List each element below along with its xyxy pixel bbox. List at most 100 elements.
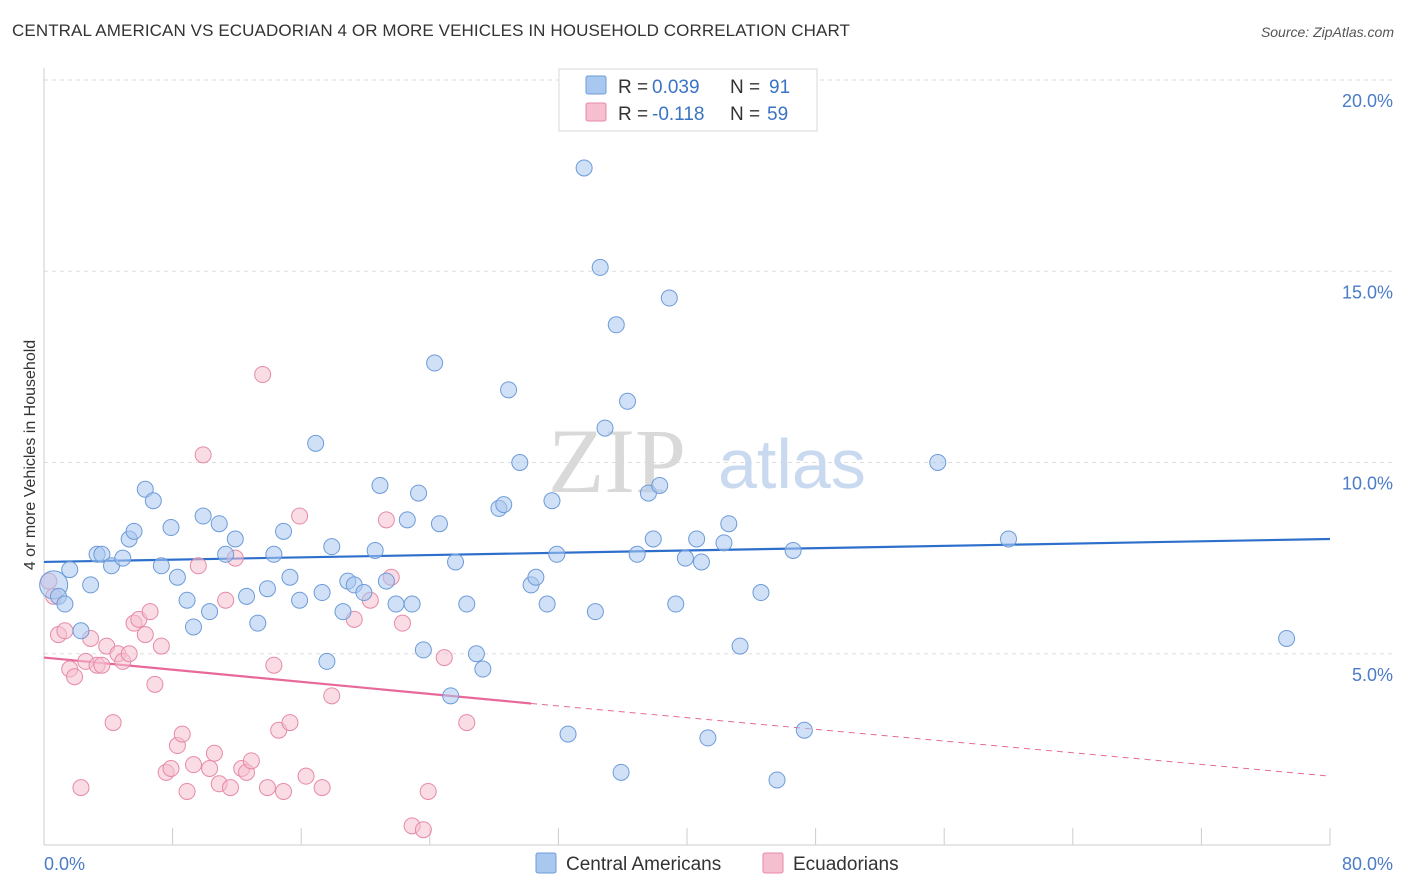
series-swatch-ecuadorians (762, 852, 784, 874)
series-label-central-americans: Central Americans (566, 854, 721, 875)
trend-line-ecuadorians-extrapolated (531, 702, 1331, 777)
legend-n-value-1: 91 (769, 77, 790, 98)
data-point-central-americans (667, 595, 685, 613)
data-point-central-americans (210, 515, 228, 533)
data-point-central-americans (651, 476, 669, 494)
data-point-central-americans (752, 584, 770, 602)
data-point-central-americans (607, 316, 625, 334)
data-point-central-americans (731, 637, 749, 655)
data-point-central-americans (692, 553, 710, 571)
data-point-central-americans (387, 595, 405, 613)
data-point-ecuadorians (221, 779, 239, 797)
data-point-central-americans (125, 522, 143, 540)
gridlines (44, 79, 1393, 655)
data-point-central-americans (447, 553, 465, 571)
data-point-central-americans (795, 721, 813, 739)
data-point-central-americans (152, 557, 170, 575)
data-point-ecuadorians (377, 511, 395, 529)
data-point-central-americans (591, 258, 609, 276)
y-tick-label: 5.0% (1352, 665, 1393, 685)
data-point-central-americans (929, 454, 947, 471)
trend-lines (43, 537, 1331, 777)
watermark-atlas: atlas (718, 425, 866, 503)
data-point-central-americans (238, 587, 256, 605)
data-point-central-americans (168, 568, 186, 586)
data-point-central-americans (56, 595, 74, 613)
data-point-central-americans (628, 545, 646, 563)
data-point-ecuadorians (189, 557, 207, 575)
data-point-central-americans (619, 392, 637, 410)
data-point-ecuadorians (66, 668, 84, 686)
data-point-central-americans (688, 530, 706, 548)
data-point-ecuadorians (136, 626, 154, 644)
data-point-central-americans (162, 519, 180, 537)
x-tick-label-max: 80.0% (1342, 854, 1393, 874)
data-point-ecuadorians (258, 779, 276, 797)
data-point-central-americans (1278, 629, 1296, 647)
data-point-central-americans (258, 580, 276, 598)
source-credit: Source: ZipAtlas.com (1260, 24, 1394, 40)
data-point-central-americans (720, 515, 738, 533)
data-point-central-americans (495, 496, 513, 514)
data-point-central-americans (699, 729, 717, 747)
data-point-ecuadorians (201, 760, 219, 777)
data-point-central-americans (511, 454, 529, 471)
data-point-central-americans (226, 530, 244, 548)
data-point-central-americans (768, 771, 786, 789)
data-point-central-americans (426, 354, 444, 372)
data-point-central-americans (377, 572, 395, 590)
data-point-ecuadorians (254, 366, 272, 384)
data-point-ecuadorians (275, 782, 293, 800)
data-point-central-americans (458, 595, 476, 613)
y-tick-label: 15.0% (1342, 282, 1393, 302)
data-point-central-americans (194, 507, 212, 525)
data-point-central-americans (442, 687, 460, 705)
data-point-central-americans (676, 549, 694, 567)
y-tick-label: 20.0% (1342, 91, 1393, 111)
data-point-ecuadorians (141, 603, 159, 621)
data-point-central-americans (474, 660, 492, 678)
data-point-central-americans (307, 434, 325, 452)
data-point-ecuadorians (120, 645, 138, 663)
data-point-central-americans (114, 549, 132, 567)
data-point-central-americans (538, 595, 556, 613)
data-point-ecuadorians (265, 656, 283, 674)
watermark-zip: ZIP (548, 410, 686, 512)
data-point-central-americans (548, 545, 566, 563)
y-tick-labels: 5.0% 10.0% 15.0% 20.0% (1342, 91, 1393, 685)
data-point-central-americans (398, 511, 416, 529)
data-point-ecuadorians (162, 760, 180, 777)
data-point-central-americans (430, 515, 448, 533)
legend-r-value-1: 0.039 (652, 77, 700, 98)
data-point-central-americans (178, 591, 196, 609)
legend-n-label-2: N = (730, 104, 760, 125)
data-point-ecuadorians (419, 782, 437, 800)
legend-r-label-1: R = (618, 77, 648, 98)
central-americans-points (39, 159, 1296, 789)
data-point-ecuadorians (313, 779, 331, 797)
chart-title: CENTRAL AMERICAN VS ECUADORIAN 4 OR MORE… (12, 21, 850, 40)
data-point-central-americans (318, 652, 336, 670)
data-point-ecuadorians (297, 767, 315, 785)
data-point-ecuadorians (194, 446, 212, 464)
data-point-central-americans (334, 603, 352, 621)
data-point-ecuadorians (178, 782, 196, 800)
data-point-ecuadorians (281, 714, 299, 732)
data-point-central-americans (527, 568, 545, 586)
data-point-ecuadorians (93, 656, 111, 674)
data-point-central-americans (1000, 530, 1017, 548)
data-point-central-americans (265, 545, 283, 563)
data-point-central-americans (467, 645, 485, 663)
data-point-central-americans (93, 545, 111, 563)
data-point-central-americans (366, 541, 384, 559)
data-point-central-americans (313, 584, 331, 602)
data-point-central-americans (543, 492, 561, 510)
x-tick-label-min: 0.0% (44, 854, 85, 874)
legend-n-value-2: 59 (767, 104, 788, 125)
data-point-central-americans (410, 484, 428, 502)
series-label-ecuadorians: Ecuadorians (793, 854, 899, 875)
data-point-central-americans (61, 561, 79, 579)
series-swatch-central-americans (535, 852, 557, 874)
data-point-central-americans (575, 159, 593, 177)
